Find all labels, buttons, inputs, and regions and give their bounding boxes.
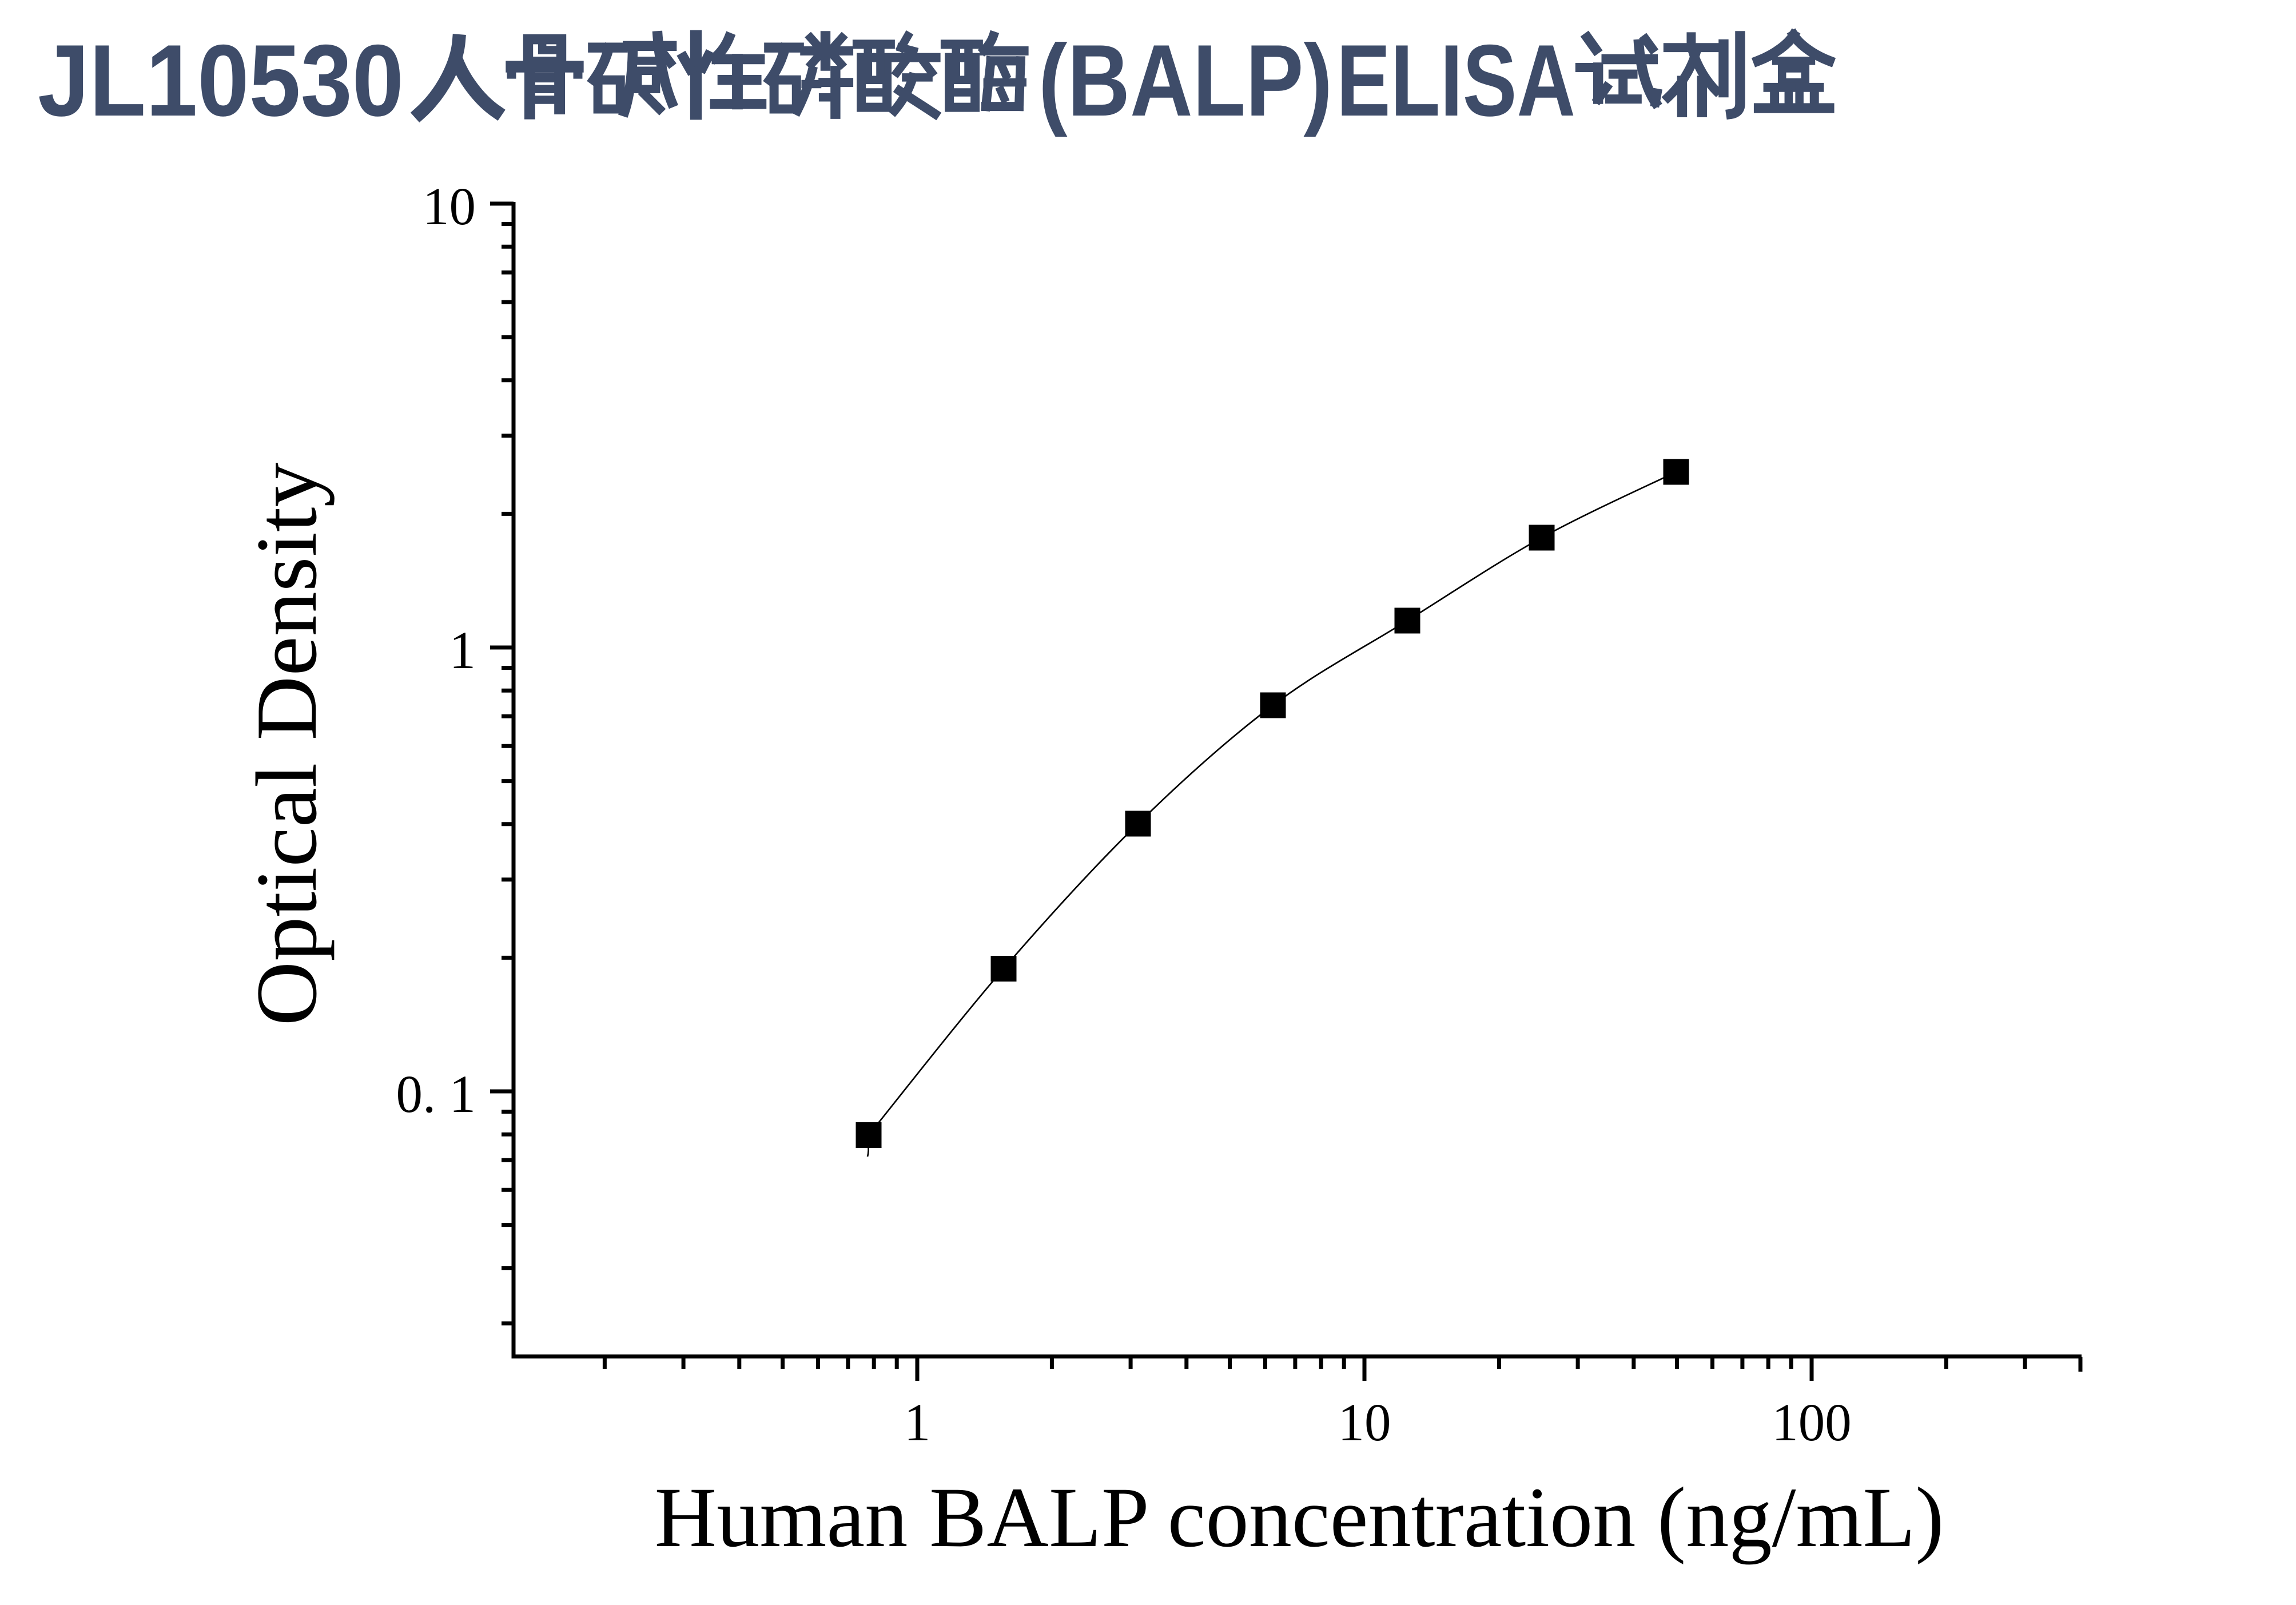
svg-text:ELISA: ELISA bbox=[1336, 23, 1575, 137]
svg-text:1: 1 bbox=[904, 1393, 931, 1452]
svg-text:Human BALP concentration (ng/m: Human BALP concentration (ng/mL) bbox=[655, 1470, 1944, 1565]
svg-text:1: 1 bbox=[449, 621, 476, 680]
svg-text:0. 1: 0. 1 bbox=[396, 1065, 476, 1124]
svg-text:JL10530: JL10530 bbox=[38, 23, 404, 137]
svg-text:100: 100 bbox=[1772, 1393, 1852, 1452]
svg-text:10: 10 bbox=[1338, 1393, 1391, 1452]
svg-text:10: 10 bbox=[423, 177, 476, 236]
svg-text:(BALP): (BALP) bbox=[1038, 23, 1332, 137]
svg-text:Optical Density: Optical Density bbox=[238, 463, 335, 1026]
